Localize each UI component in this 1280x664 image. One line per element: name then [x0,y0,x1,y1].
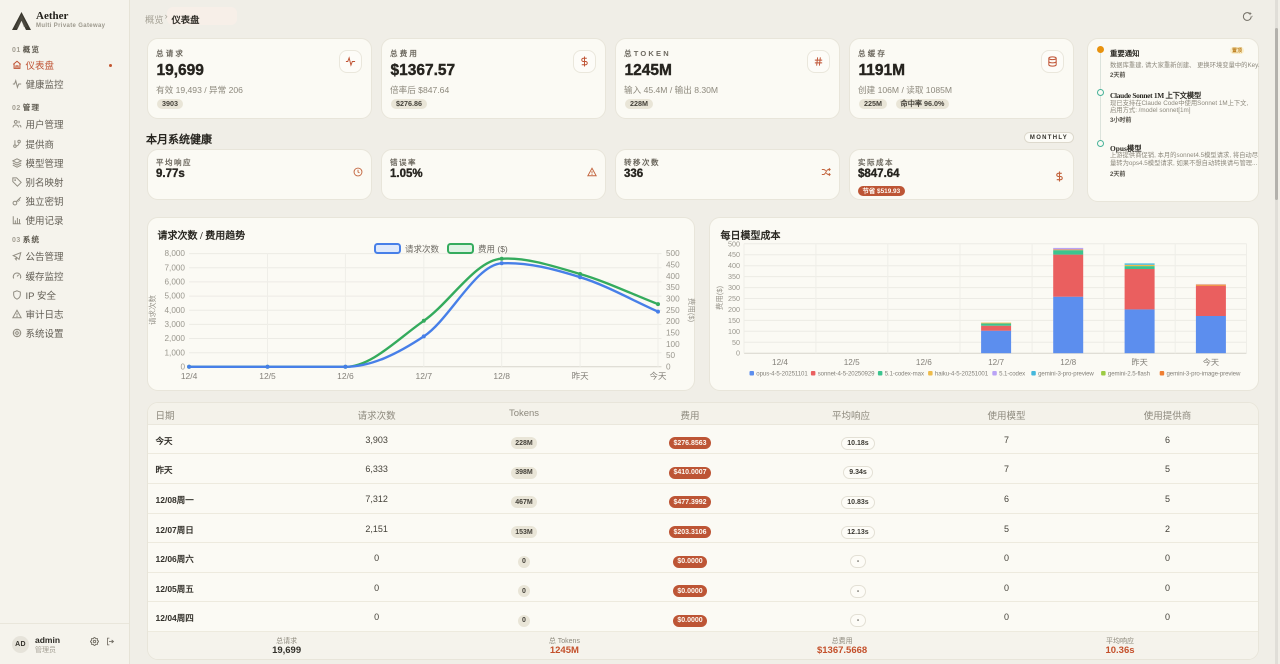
svg-text:1,000: 1,000 [164,348,185,357]
svg-text:sonnet-4-5-20250929: sonnet-4-5-20250929 [817,371,874,378]
svg-text:费用 ($): 费用 ($) [478,244,508,254]
svg-text:12/8: 12/8 [1060,358,1076,367]
svg-text:200: 200 [728,305,740,314]
svg-text:12/8: 12/8 [493,371,510,381]
svg-text:今天: 今天 [649,371,667,381]
svg-text:opus-4-5-20251101: opus-4-5-20251101 [756,371,808,378]
svg-text:gemini-3-pro-preview: gemini-3-pro-preview [1038,371,1094,378]
svg-text:今天: 今天 [1202,357,1218,367]
svg-text:400: 400 [666,272,680,281]
svg-text:12/5: 12/5 [259,371,276,381]
svg-text:2,000: 2,000 [164,334,185,343]
svg-text:350: 350 [728,272,740,281]
svg-text:100: 100 [728,327,740,336]
svg-text:0: 0 [180,362,185,371]
svg-text:12/5: 12/5 [843,358,859,367]
svg-text:500: 500 [666,249,680,258]
svg-text:300: 300 [666,294,680,303]
svg-text:3,000: 3,000 [164,320,185,329]
svg-text:200: 200 [666,317,680,326]
svg-text:400: 400 [728,261,740,270]
svg-text:gemini-2.5-flash: gemini-2.5-flash [1107,371,1149,378]
svg-text:450: 450 [666,261,680,270]
svg-text:100: 100 [666,340,680,349]
svg-text:请求次数: 请求次数 [405,244,440,254]
svg-text:300: 300 [728,283,740,292]
svg-text:8,000: 8,000 [164,249,185,258]
svg-text:haiku-4-5-20251001: haiku-4-5-20251001 [934,371,988,378]
svg-text:12/4: 12/4 [180,371,197,381]
svg-text:5.1-codex: 5.1-codex [999,371,1025,378]
svg-text:5.1-codex-max: 5.1-codex-max [884,371,923,378]
svg-text:350: 350 [666,283,680,292]
svg-text:请求次数: 请求次数 [148,295,157,325]
svg-text:昨天: 昨天 [1131,357,1147,367]
svg-text:12/7: 12/7 [415,371,432,381]
svg-text:12/4: 12/4 [772,358,788,367]
svg-text:6,000: 6,000 [164,278,185,287]
svg-text:250: 250 [666,306,680,315]
svg-text:150: 150 [728,316,740,325]
svg-text:50: 50 [666,351,676,360]
svg-text:12/6: 12/6 [337,371,354,381]
svg-text:0: 0 [666,362,671,371]
svg-text:7,000: 7,000 [164,263,185,272]
svg-text:费用($): 费用($) [714,285,724,310]
svg-text:250: 250 [728,294,740,303]
svg-text:费用($): 费用($) [687,298,696,323]
svg-text:12/6: 12/6 [915,358,931,367]
svg-text:gemini-3-pro-image-preview: gemini-3-pro-image-preview [1166,371,1240,378]
svg-text:4,000: 4,000 [164,306,185,315]
svg-text:12/7: 12/7 [988,358,1004,367]
svg-text:5,000: 5,000 [164,292,185,301]
svg-text:0: 0 [736,349,740,358]
svg-text:500: 500 [728,239,740,248]
svg-text:150: 150 [666,328,680,337]
svg-text:50: 50 [732,338,740,347]
svg-text:昨天: 昨天 [571,371,589,381]
svg-text:450: 450 [728,250,740,259]
